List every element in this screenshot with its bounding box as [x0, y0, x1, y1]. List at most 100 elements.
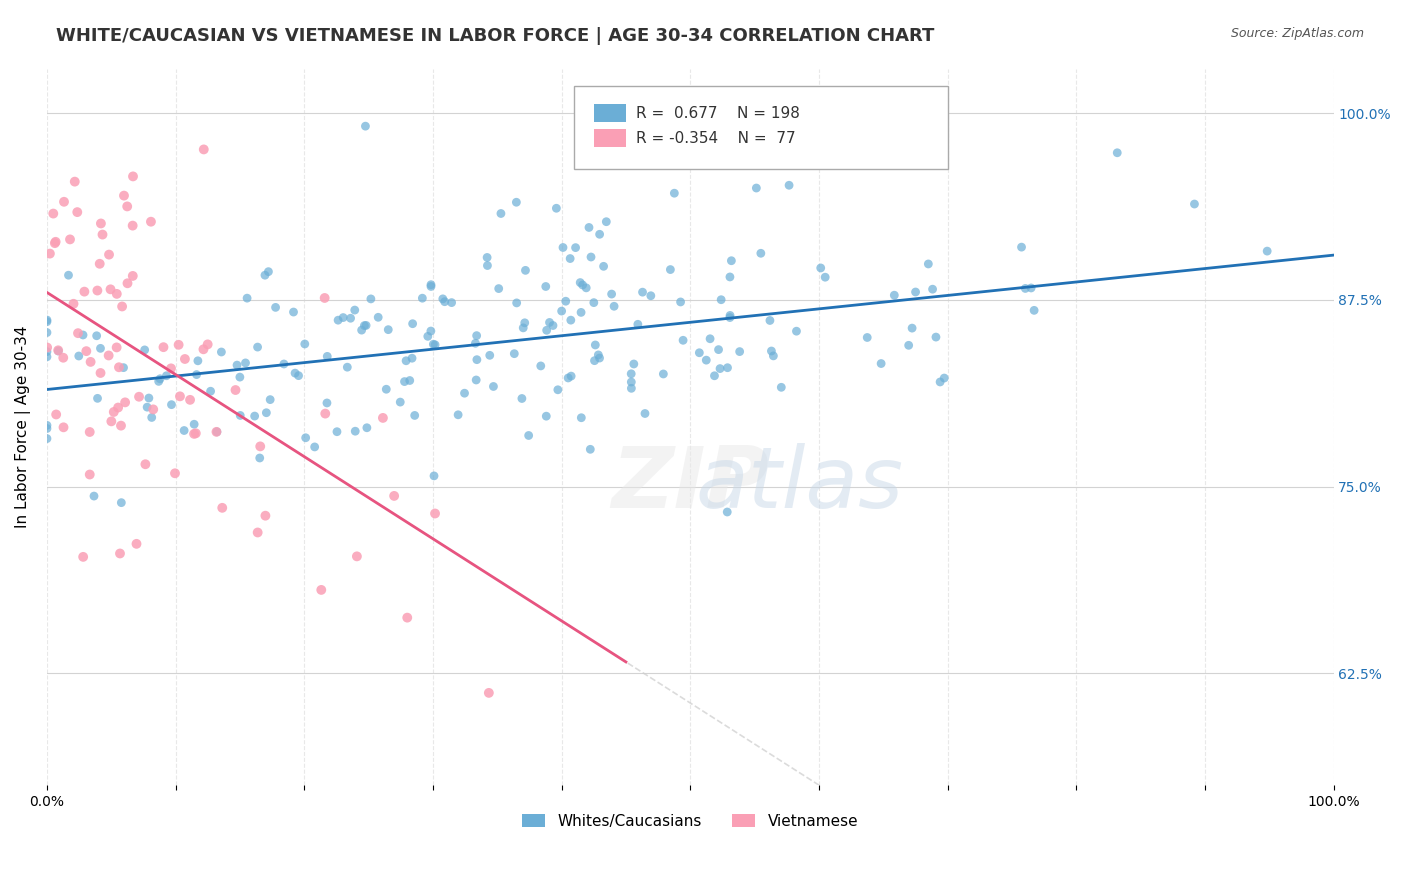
Point — [814, 270, 837, 285]
Point — [128, 390, 150, 404]
Point — [688, 345, 710, 359]
Point — [477, 259, 499, 273]
Point — [100, 414, 122, 428]
Point — [770, 380, 793, 394]
Point — [246, 525, 269, 540]
Point — [761, 344, 783, 359]
Point — [186, 368, 208, 382]
Point — [163, 467, 186, 481]
Point — [86, 284, 108, 298]
Bar — [593, 129, 626, 147]
Text: WHITE/CAUCASIAN VS VIETNAMESE IN LABOR FORCE | AGE 30-34 CORRELATION CHART: WHITE/CAUCASIAN VS VIETNAMESE IN LABOR F… — [56, 27, 935, 45]
Point — [557, 371, 579, 385]
Point — [433, 294, 456, 309]
Point — [530, 359, 553, 373]
Point — [1024, 303, 1046, 318]
Point — [634, 407, 657, 421]
Point — [98, 247, 121, 261]
Point — [184, 426, 207, 441]
Point — [475, 251, 498, 265]
Point — [465, 373, 488, 387]
Point — [395, 353, 418, 368]
Point — [138, 391, 160, 405]
Point — [546, 201, 568, 215]
Point — [35, 432, 58, 446]
Point — [326, 425, 349, 439]
Point — [575, 281, 598, 295]
Point — [86, 328, 108, 343]
Point — [72, 328, 94, 343]
Point — [35, 418, 58, 433]
Point — [45, 235, 67, 249]
Point — [72, 549, 94, 564]
Point — [1256, 244, 1278, 259]
Point — [718, 310, 741, 325]
Point — [583, 338, 606, 352]
Point — [377, 323, 399, 337]
Point — [541, 318, 564, 333]
Point — [35, 421, 58, 435]
Point — [52, 351, 75, 365]
Point — [187, 353, 209, 368]
Point — [917, 257, 939, 271]
Point — [336, 360, 359, 375]
Point — [90, 217, 112, 231]
Point — [588, 227, 610, 242]
Point — [482, 379, 505, 393]
Text: ZIP: ZIP — [612, 442, 769, 525]
Point — [505, 195, 527, 210]
Point — [367, 310, 389, 325]
Text: atlas: atlas — [696, 442, 904, 525]
Point — [284, 366, 307, 380]
Point — [294, 337, 316, 351]
Point — [582, 295, 605, 310]
Point — [401, 351, 423, 366]
Point — [707, 343, 730, 357]
Point — [420, 279, 443, 293]
Point — [148, 375, 170, 389]
Point — [901, 321, 924, 335]
Point — [110, 418, 132, 433]
Point — [46, 343, 69, 358]
Point — [86, 392, 108, 406]
Point — [67, 349, 90, 363]
Point — [193, 343, 215, 357]
Point — [304, 440, 326, 454]
Point — [416, 329, 439, 343]
Point — [423, 338, 446, 352]
Point — [205, 425, 228, 439]
Point — [249, 439, 271, 453]
Point — [360, 292, 382, 306]
Point — [934, 371, 956, 385]
Point — [112, 188, 135, 202]
Point — [343, 303, 366, 318]
Point — [371, 411, 394, 425]
Point — [117, 277, 139, 291]
Point — [1011, 240, 1033, 254]
Point — [505, 296, 527, 310]
Point — [253, 268, 276, 283]
Point — [160, 361, 183, 376]
Point — [79, 467, 101, 482]
Point — [44, 236, 66, 251]
Point — [254, 406, 277, 420]
Point — [45, 408, 67, 422]
Point — [579, 250, 602, 264]
Point — [571, 277, 593, 292]
Point — [108, 360, 131, 375]
Point — [672, 333, 695, 347]
Point — [105, 340, 128, 354]
Point — [121, 268, 143, 283]
Point — [316, 396, 339, 410]
Point — [105, 286, 128, 301]
Point — [749, 246, 772, 260]
Point — [720, 253, 742, 268]
Point — [134, 343, 156, 357]
Point — [112, 360, 135, 375]
Point — [235, 356, 257, 370]
Point — [716, 505, 738, 519]
Point — [169, 389, 191, 403]
Point — [200, 384, 222, 399]
Point — [225, 383, 247, 397]
Text: R =  0.677    N = 198: R = 0.677 N = 198 — [636, 106, 800, 121]
